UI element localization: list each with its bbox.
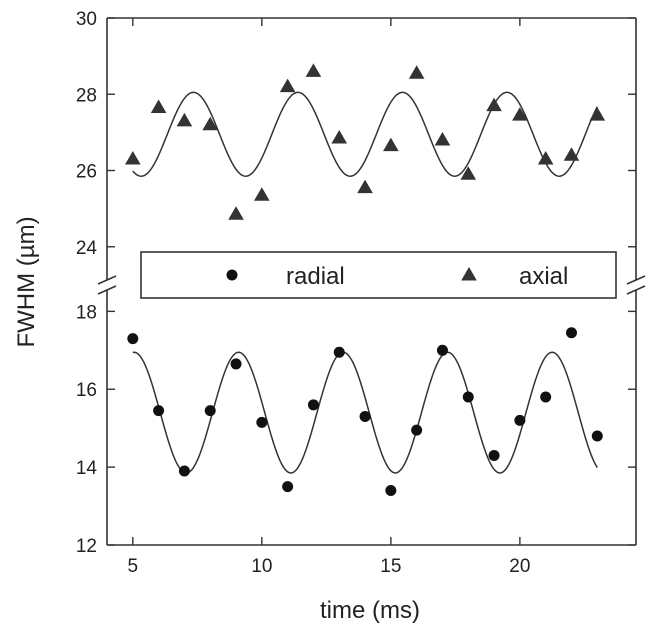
x-axis-title: time (ms) bbox=[320, 597, 420, 624]
radial-point bbox=[411, 424, 423, 436]
y-tick-label-lower: 18 bbox=[76, 302, 97, 323]
axial-point bbox=[202, 116, 219, 131]
x-tick-label: 10 bbox=[251, 556, 272, 577]
x-tick-label: 15 bbox=[380, 556, 401, 577]
legend-radial-label: radial bbox=[286, 263, 345, 290]
axial-point bbox=[537, 151, 554, 165]
y-tick-label-upper: 24 bbox=[76, 238, 98, 259]
axial-point bbox=[486, 97, 502, 112]
y-axis-title: FWHM (µm) bbox=[13, 216, 40, 347]
axis-break-mark-left-1 bbox=[97, 275, 117, 285]
axial-point bbox=[125, 151, 141, 165]
axial-point bbox=[254, 187, 270, 201]
axial-point bbox=[331, 130, 348, 144]
axial-point bbox=[589, 107, 606, 121]
x-tick-label: 20 bbox=[509, 556, 530, 577]
y-tick-label-upper: 30 bbox=[76, 9, 97, 30]
y-tick-label-upper: 28 bbox=[76, 85, 97, 106]
legend-axial-label: axial bbox=[519, 263, 568, 290]
axis-break-mark-right-2 bbox=[626, 285, 646, 295]
radial-point bbox=[333, 346, 345, 358]
axial-point bbox=[150, 99, 167, 114]
radial-point bbox=[282, 481, 294, 493]
radial-point bbox=[514, 414, 526, 426]
radial-point bbox=[385, 484, 397, 496]
axis-break-mark-left-2 bbox=[97, 285, 117, 295]
y-tick-label-upper: 26 bbox=[76, 162, 97, 183]
radial-point bbox=[488, 449, 500, 461]
axial-point bbox=[305, 63, 322, 77]
axial-point bbox=[228, 206, 244, 220]
radial-point bbox=[462, 391, 474, 403]
y-tick-label-lower: 14 bbox=[76, 458, 98, 479]
axial-point bbox=[434, 131, 451, 146]
y-tick-label-lower: 12 bbox=[76, 536, 97, 557]
axial-point bbox=[408, 65, 425, 79]
axial-point bbox=[460, 166, 477, 180]
radial-point bbox=[153, 405, 165, 417]
y-tick-label-lower: 16 bbox=[76, 380, 97, 401]
radial-point bbox=[591, 430, 603, 442]
radial-fit-curve bbox=[132, 351, 598, 474]
axial-point bbox=[357, 179, 373, 194]
radial-point bbox=[436, 344, 448, 356]
radial-point bbox=[204, 405, 216, 417]
legend-axial-marker bbox=[461, 266, 477, 281]
radial-point bbox=[256, 416, 268, 428]
legend-radial-marker bbox=[226, 269, 238, 281]
radial-point bbox=[230, 358, 242, 370]
radial-point bbox=[178, 465, 190, 477]
axis-break-mark-right-1 bbox=[626, 275, 646, 285]
radial-point bbox=[127, 333, 139, 345]
axial-point bbox=[176, 112, 193, 127]
radial-point bbox=[359, 411, 371, 422]
radial-point bbox=[540, 391, 552, 403]
x-tick-label: 5 bbox=[128, 556, 139, 577]
chart-plot-layer: 5 10 15 20 24 26 28 30 12 14 16 18 radial axial bbox=[76, 9, 646, 577]
radial-point bbox=[565, 327, 577, 339]
radial-point bbox=[307, 399, 319, 411]
axial-fit-curve bbox=[132, 91, 598, 177]
axial-point bbox=[563, 147, 580, 161]
axial-point bbox=[383, 137, 399, 152]
legend-box bbox=[140, 251, 617, 299]
axial-point bbox=[279, 78, 296, 93]
axial-point bbox=[512, 107, 528, 121]
